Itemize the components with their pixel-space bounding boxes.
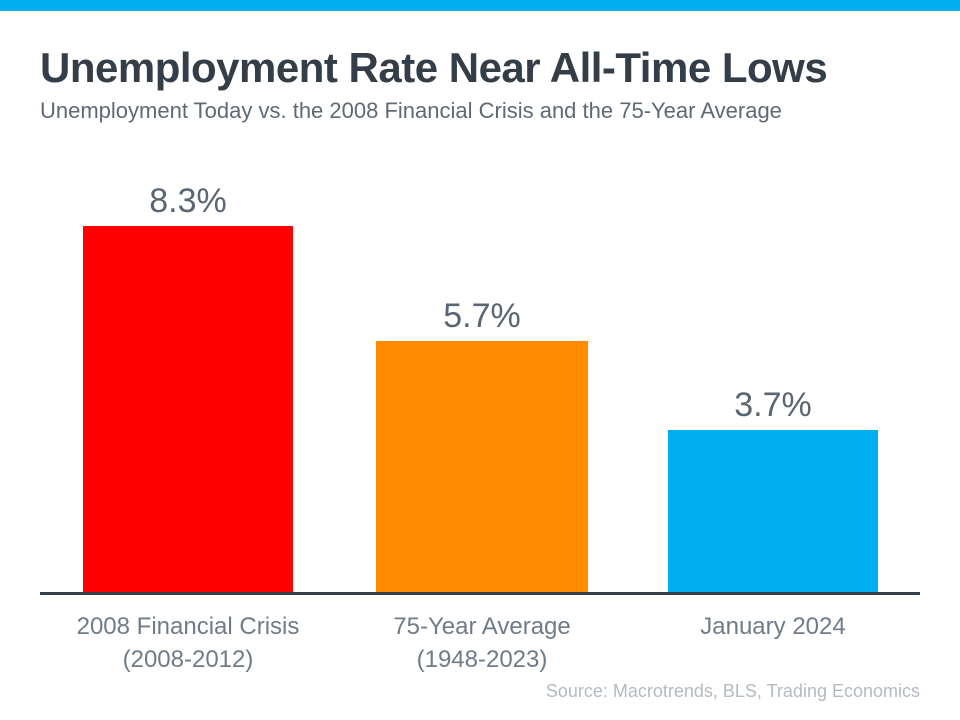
value-label-75-year-average: 5.7% xyxy=(443,297,521,335)
category-label-january-2024: January 2024 xyxy=(628,610,918,643)
value-label-january-2024: 3.7% xyxy=(734,386,812,424)
page-title: Unemployment Rate Near All-Time Lows xyxy=(40,44,828,91)
accent-strip xyxy=(0,0,960,11)
category-label-75-year-average: 75-Year Average (1948-2023) xyxy=(337,610,627,676)
bar-group-2008-crisis: 8.3% xyxy=(83,182,293,593)
category-label-2008-crisis: 2008 Financial Crisis (2008-2012) xyxy=(43,610,333,676)
category-label-line1: 75-Year Average xyxy=(393,613,571,640)
bar-75-year-average xyxy=(376,341,588,593)
bar-group-75-year-average: 5.7% xyxy=(376,297,588,593)
bar-january-2024 xyxy=(668,430,878,593)
bar-group-january-2024: 3.7% xyxy=(668,386,878,593)
category-label-line2: (1948-2023) xyxy=(416,646,548,673)
value-label-2008-crisis: 8.3% xyxy=(149,182,227,220)
source-attribution: Source: Macrotrends, BLS, Trading Econom… xyxy=(545,681,920,701)
category-label-line1: January 2024 xyxy=(700,613,846,640)
bar-2008-crisis xyxy=(83,226,293,593)
bar-chart: 8.3% 5.7% 3.7% 2008 Financial Crisis (20… xyxy=(40,160,920,673)
category-label-line1: 2008 Financial Crisis xyxy=(76,613,300,640)
page-subtitle: Unemployment Today vs. the 2008 Financia… xyxy=(40,98,782,123)
category-label-line2: (2008-2012) xyxy=(122,646,254,673)
x-axis-line xyxy=(40,592,920,595)
